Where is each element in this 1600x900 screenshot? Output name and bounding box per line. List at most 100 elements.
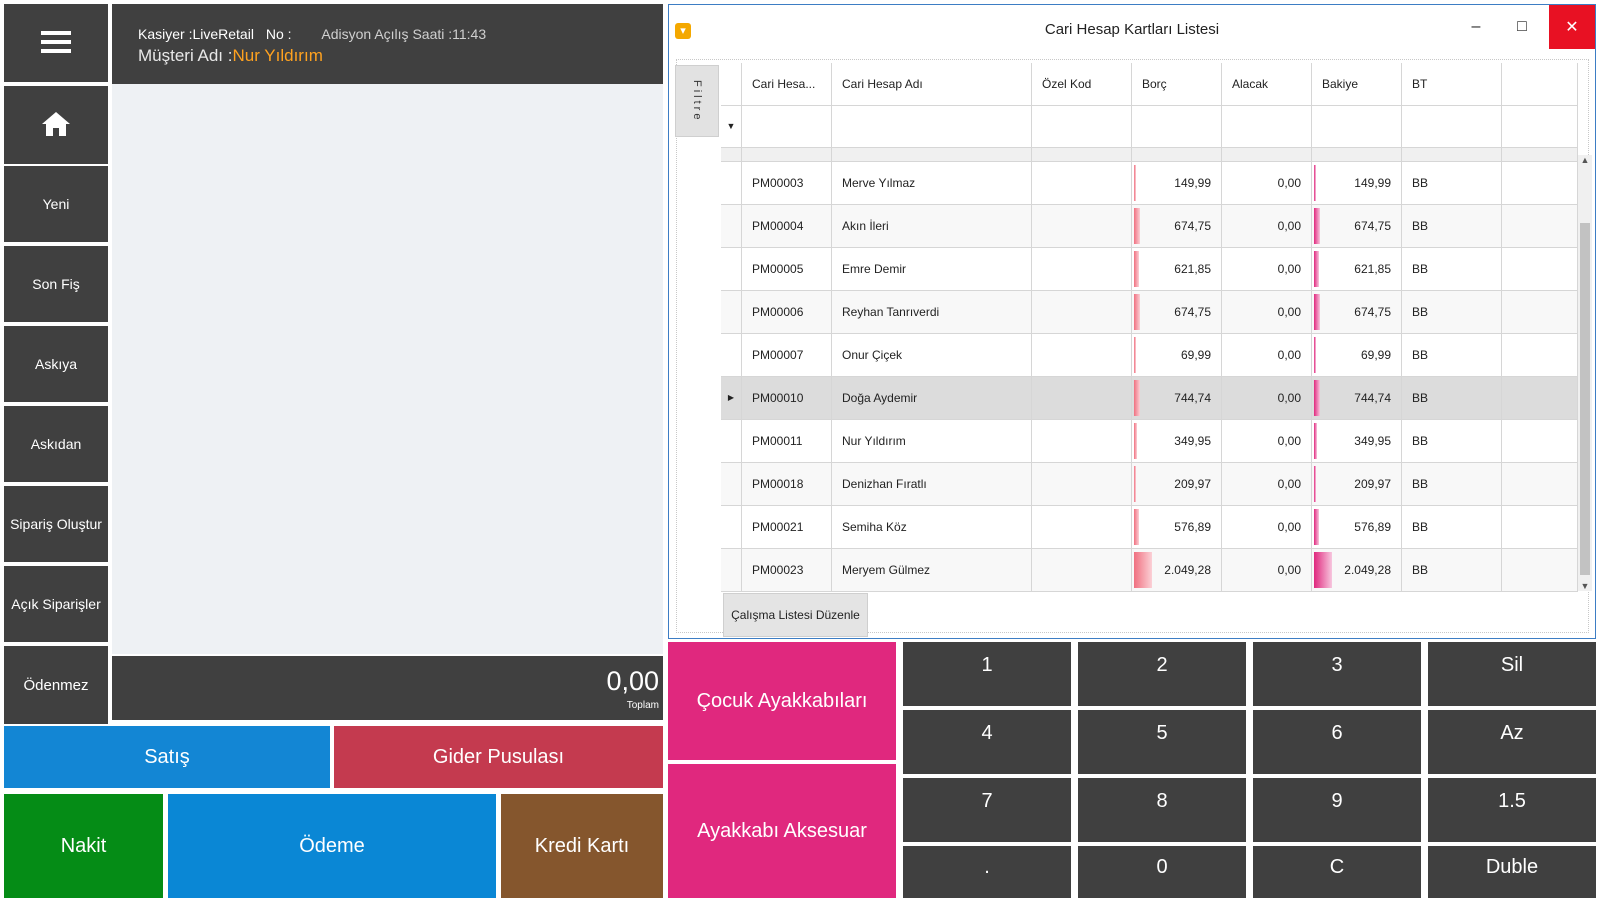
cell-bt[interactable]: BB (1401, 333, 1502, 377)
cell-name[interactable]: Onur Çiçek (831, 333, 1032, 377)
customer-name[interactable]: Nur Yıldırım (232, 46, 323, 65)
table-row[interactable]: PM00005 Emre Demir 621,85 0,00 621,85 BB (721, 247, 1578, 291)
cell-credit[interactable]: 0,00 (1221, 376, 1312, 420)
cell-credit[interactable]: 0,00 (1221, 161, 1312, 205)
col-bt-header[interactable]: BT (1401, 63, 1502, 106)
cash-button[interactable]: Nakit (4, 794, 163, 898)
edit-worklist-button[interactable]: Çalışma Listesi Düzenle (723, 593, 868, 637)
cell-code[interactable]: PM00011 (741, 419, 832, 463)
cell-name[interactable]: Nur Yıldırım (831, 419, 1032, 463)
keypad-key[interactable]: 6 (1253, 710, 1421, 774)
cell-credit[interactable]: 0,00 (1221, 462, 1312, 506)
table-row[interactable]: PM00003 Merve Yılmaz 149,99 0,00 149,99 BB (721, 161, 1578, 205)
keypad-key[interactable]: Sil (1428, 642, 1596, 706)
unpaid-button[interactable]: Ödenmez (4, 646, 108, 724)
table-row[interactable]: PM00006 Reyhan Tanrıverdi 674,75 0,00 674,75… (721, 290, 1578, 334)
cell-special-code[interactable] (1031, 161, 1132, 205)
window-titlebar[interactable]: ▾ Cari Hesap Kartları Listesi – □ ✕ (669, 5, 1595, 51)
cell-code[interactable]: PM00003 (741, 161, 832, 205)
cell-balance[interactable]: 349,95 (1311, 419, 1402, 463)
cell-credit[interactable]: 0,00 (1221, 290, 1312, 334)
keypad-key[interactable]: 9 (1253, 778, 1421, 842)
filter-cell[interactable] (741, 105, 832, 148)
maximize-button[interactable]: □ (1517, 18, 1527, 35)
cell-bt[interactable]: BB (1401, 505, 1502, 549)
cell-special-code[interactable] (1031, 548, 1132, 592)
cell-credit[interactable]: 0,00 (1221, 505, 1312, 549)
credit-card-button[interactable]: Kredi Kartı (501, 794, 663, 898)
grid-scrollbar[interactable]: ▲ ▼ (1578, 155, 1592, 591)
keypad-key[interactable]: 4 (903, 710, 1071, 774)
col-debit-header[interactable]: Borç (1131, 63, 1222, 106)
cell-debit[interactable]: 744,74 (1131, 376, 1222, 420)
cell-debit[interactable]: 674,75 (1131, 290, 1222, 334)
cell-debit[interactable]: 674,75 (1131, 204, 1222, 248)
cell-balance[interactable]: 576,89 (1311, 505, 1402, 549)
menu-button[interactable] (4, 4, 108, 82)
last-receipt-button[interactable]: Son Fiş (4, 246, 108, 322)
cell-code[interactable]: PM00007 (741, 333, 832, 377)
cell-balance[interactable]: 209,97 (1311, 462, 1402, 506)
cell-special-code[interactable] (1031, 290, 1132, 334)
table-row[interactable]: PM00021 Semiha Köz 576,89 0,00 576,89 BB (721, 505, 1578, 549)
open-orders-button[interactable]: Açık Siparişler (4, 566, 108, 642)
table-row[interactable]: PM00007 Onur Çiçek 69,99 0,00 69,99 BB (721, 333, 1578, 377)
cell-bt[interactable]: BB (1401, 548, 1502, 592)
table-row[interactable]: PM00011 Nur Yıldırım 349,95 0,00 349,95 BB (721, 419, 1578, 463)
cell-bt[interactable]: BB (1401, 161, 1502, 205)
payment-button[interactable]: Ödeme (168, 794, 496, 898)
cell-bt[interactable]: BB (1401, 290, 1502, 334)
cell-name[interactable]: Emre Demir (831, 247, 1032, 291)
cell-name[interactable]: Reyhan Tanrıverdi (831, 290, 1032, 334)
col-code-header[interactable]: Cari Hesa... (741, 63, 832, 106)
receipt-lines-area[interactable] (112, 84, 663, 654)
cell-name[interactable]: Akın İleri (831, 204, 1032, 248)
cell-code[interactable]: PM00023 (741, 548, 832, 592)
keypad-key[interactable]: 0 (1078, 846, 1246, 898)
cell-special-code[interactable] (1031, 419, 1132, 463)
filter-cell[interactable] (1401, 105, 1502, 148)
keypad-key[interactable]: . (903, 846, 1071, 898)
keypad-key[interactable]: 1 (903, 642, 1071, 706)
filter-cell[interactable] (831, 105, 1032, 148)
scroll-up-icon[interactable]: ▲ (1580, 155, 1590, 165)
filter-cell[interactable] (1501, 105, 1578, 148)
cell-debit[interactable]: 621,85 (1131, 247, 1222, 291)
keypad-key[interactable]: 8 (1078, 778, 1246, 842)
table-row[interactable]: ▶ PM00010 Doğa Aydemir 744,74 0,00 744,74 BB (721, 376, 1578, 420)
cell-balance[interactable]: 744,74 (1311, 376, 1402, 420)
close-button[interactable]: ✕ (1549, 5, 1595, 49)
cell-bt[interactable]: BB (1401, 376, 1502, 420)
category-kids-shoes-button[interactable]: Çocuk Ayakkabıları (668, 642, 896, 760)
cell-balance[interactable]: 2.049,28 (1311, 548, 1402, 592)
keypad-key[interactable]: 3 (1253, 642, 1421, 706)
cell-code[interactable]: PM00021 (741, 505, 832, 549)
keypad-key[interactable]: 2 (1078, 642, 1246, 706)
cell-debit[interactable]: 349,95 (1131, 419, 1222, 463)
sale-button[interactable]: Satış (4, 726, 330, 788)
cell-code[interactable]: PM00004 (741, 204, 832, 248)
new-button[interactable]: Yeni (4, 166, 108, 242)
keypad-key[interactable]: Duble (1428, 846, 1596, 898)
keypad-key[interactable]: 7 (903, 778, 1071, 842)
home-button[interactable] (4, 86, 108, 164)
filter-cell[interactable] (1221, 105, 1312, 148)
cell-name[interactable]: Merve Yılmaz (831, 161, 1032, 205)
cell-balance[interactable]: 69,99 (1311, 333, 1402, 377)
cell-name[interactable]: Denizhan Fıratlı (831, 462, 1032, 506)
col-balance-header[interactable]: Bakiye (1311, 63, 1402, 106)
cell-special-code[interactable] (1031, 462, 1132, 506)
cell-balance[interactable]: 674,75 (1311, 204, 1402, 248)
filter-cell[interactable] (1311, 105, 1402, 148)
cell-code[interactable]: PM00018 (741, 462, 832, 506)
keypad-key[interactable]: 1.5 (1428, 778, 1596, 842)
cell-special-code[interactable] (1031, 505, 1132, 549)
cell-credit[interactable]: 0,00 (1221, 247, 1312, 291)
col-credit-header[interactable]: Alacak (1221, 63, 1312, 106)
cell-special-code[interactable] (1031, 204, 1132, 248)
filter-cell[interactable] (1031, 105, 1132, 148)
scrollbar-thumb[interactable] (1580, 223, 1590, 575)
cell-credit[interactable]: 0,00 (1221, 419, 1312, 463)
expense-voucher-button[interactable]: Gider Pusulası (334, 726, 663, 788)
filter-tab[interactable]: Filtre (675, 65, 719, 137)
